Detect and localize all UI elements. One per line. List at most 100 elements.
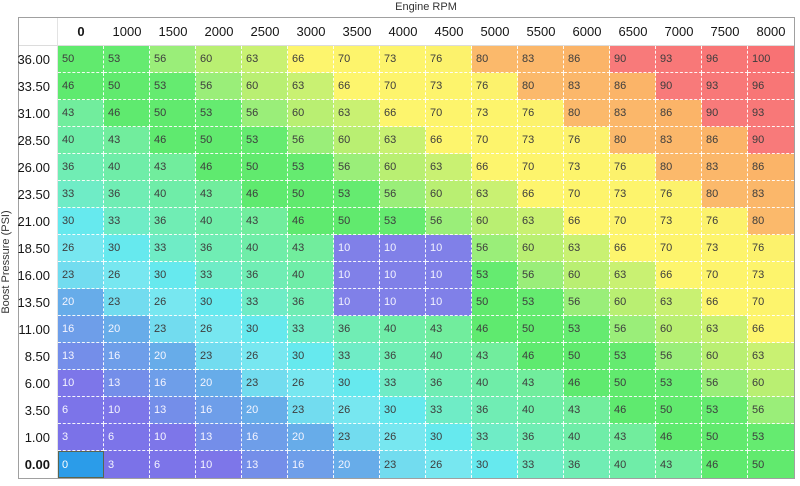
grid-cell[interactable]: 70 — [472, 127, 518, 154]
grid-cell[interactable]: 30 — [104, 235, 150, 262]
grid-cell-selected[interactable]: 10 — [426, 262, 472, 289]
grid-cell[interactable]: 50 — [518, 316, 564, 343]
grid-cell[interactable]: 76 — [472, 73, 518, 100]
grid-cell[interactable]: 36 — [288, 289, 334, 316]
grid-cell[interactable]: 36 — [564, 451, 610, 478]
grid-cell-selected[interactable]: 10 — [334, 289, 380, 316]
grid-cell[interactable]: 43 — [564, 397, 610, 424]
grid-cell[interactable]: 53 — [656, 370, 702, 397]
grid-cell[interactable]: 63 — [702, 316, 748, 343]
grid-cell[interactable]: 13 — [196, 424, 242, 451]
grid-cell[interactable]: 63 — [472, 181, 518, 208]
grid-cell[interactable]: 50 — [610, 370, 656, 397]
grid-cell[interactable]: 16 — [196, 397, 242, 424]
grid-cell[interactable]: 20 — [58, 289, 104, 316]
grid-cell[interactable]: 20 — [104, 316, 150, 343]
grid-cell[interactable]: 63 — [748, 343, 794, 370]
grid-cell[interactable]: 33 — [380, 370, 426, 397]
grid-cell[interactable]: 26 — [104, 262, 150, 289]
grid-cell[interactable]: 56 — [288, 127, 334, 154]
grid-cell[interactable]: 33 — [288, 316, 334, 343]
grid-cell[interactable]: 16 — [150, 370, 196, 397]
grid-cell[interactable]: 60 — [656, 316, 702, 343]
grid-cell[interactable]: 86 — [702, 127, 748, 154]
grid-cell[interactable]: 40 — [104, 154, 150, 181]
grid-cell[interactable]: 40 — [518, 397, 564, 424]
grid-cell[interactable]: 66 — [656, 262, 702, 289]
grid-cell[interactable]: 56 — [518, 262, 564, 289]
grid-cell[interactable]: 46 — [58, 73, 104, 100]
grid-cell[interactable]: 36 — [104, 181, 150, 208]
grid-cell[interactable]: 33 — [196, 262, 242, 289]
grid-cell[interactable]: 33 — [472, 424, 518, 451]
grid-cell[interactable]: 63 — [564, 235, 610, 262]
grid-cell[interactable]: 73 — [472, 100, 518, 127]
grid-cell[interactable]: 40 — [426, 343, 472, 370]
grid-cell[interactable]: 46 — [610, 397, 656, 424]
grid-cell[interactable]: 36 — [426, 370, 472, 397]
grid-cell-cursor[interactable]: 0 — [58, 451, 104, 478]
grid-cell[interactable]: 6 — [104, 424, 150, 451]
grid-cell[interactable]: 73 — [656, 208, 702, 235]
grid-cell[interactable]: 26 — [334, 397, 380, 424]
grid-cell[interactable]: 43 — [518, 370, 564, 397]
grid-cell[interactable]: 63 — [518, 208, 564, 235]
grid-cell[interactable]: 23 — [242, 370, 288, 397]
grid-cell[interactable]: 16 — [242, 424, 288, 451]
grid-cell[interactable]: 23 — [288, 397, 334, 424]
grid-cell[interactable]: 73 — [426, 73, 472, 100]
grid-cell[interactable]: 80 — [518, 73, 564, 100]
grid-cell[interactable]: 90 — [656, 73, 702, 100]
grid-cell-selected[interactable]: 10 — [334, 235, 380, 262]
grid-cell[interactable]: 20 — [150, 343, 196, 370]
grid-cell[interactable]: 20 — [242, 397, 288, 424]
grid-cell[interactable]: 33 — [518, 451, 564, 478]
grid-cell[interactable]: 60 — [610, 289, 656, 316]
grid-cell[interactable]: 60 — [288, 100, 334, 127]
grid-cell[interactable]: 66 — [380, 100, 426, 127]
grid-cell[interactable]: 100 — [748, 46, 794, 73]
grid-cell[interactable]: 26 — [242, 343, 288, 370]
grid-cell[interactable]: 33 — [58, 181, 104, 208]
grid-cell[interactable]: 30 — [334, 370, 380, 397]
grid-cell[interactable]: 30 — [426, 424, 472, 451]
grid-cell[interactable]: 90 — [610, 46, 656, 73]
grid-cell[interactable]: 76 — [748, 235, 794, 262]
grid-cell[interactable]: 36 — [518, 424, 564, 451]
grid-cell[interactable]: 46 — [656, 424, 702, 451]
grid-cell[interactable]: 40 — [610, 451, 656, 478]
grid-cell[interactable]: 33 — [242, 289, 288, 316]
grid-cell[interactable]: 53 — [380, 208, 426, 235]
grid-cell[interactable]: 30 — [380, 397, 426, 424]
grid-cell[interactable]: 73 — [748, 262, 794, 289]
grid-cell[interactable]: 43 — [58, 100, 104, 127]
grid-cell[interactable]: 86 — [564, 46, 610, 73]
grid-cell[interactable]: 60 — [702, 343, 748, 370]
grid-cell[interactable]: 53 — [242, 127, 288, 154]
grid-cell[interactable]: 50 — [196, 127, 242, 154]
grid-cell[interactable]: 30 — [472, 451, 518, 478]
grid-cell[interactable]: 43 — [610, 424, 656, 451]
grid-cell[interactable]: 10 — [58, 370, 104, 397]
grid-cell[interactable]: 43 — [242, 208, 288, 235]
grid-cell[interactable]: 46 — [472, 316, 518, 343]
grid-cell[interactable]: 36 — [380, 343, 426, 370]
grid-cell[interactable]: 60 — [426, 181, 472, 208]
grid-cell[interactable]: 56 — [748, 397, 794, 424]
grid-cell[interactable]: 70 — [656, 235, 702, 262]
grid-cell[interactable]: 83 — [748, 181, 794, 208]
grid-cell[interactable]: 93 — [748, 100, 794, 127]
grid-cell[interactable]: 70 — [380, 73, 426, 100]
grid-cell[interactable]: 23 — [334, 424, 380, 451]
grid-cell[interactable]: 30 — [150, 262, 196, 289]
grid-cell-selected[interactable]: 10 — [380, 289, 426, 316]
grid-cell[interactable]: 83 — [610, 100, 656, 127]
grid-cell[interactable]: 90 — [702, 100, 748, 127]
grid-cell[interactable]: 16 — [288, 451, 334, 478]
grid-cell[interactable]: 76 — [656, 181, 702, 208]
grid-cell[interactable]: 46 — [702, 451, 748, 478]
grid-cell[interactable]: 60 — [196, 46, 242, 73]
grid-cell-selected[interactable]: 10 — [426, 289, 472, 316]
grid-cell[interactable]: 56 — [334, 154, 380, 181]
grid-cell[interactable]: 43 — [288, 235, 334, 262]
